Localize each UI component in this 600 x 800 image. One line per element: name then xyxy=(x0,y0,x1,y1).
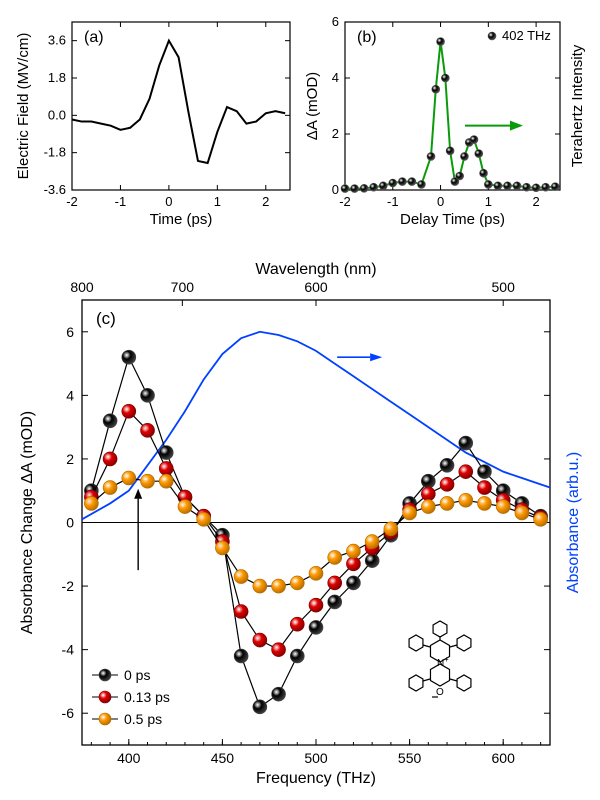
figure-svg: -2 -1 0 1 2 -3.6 -1.8 0.0 1.8 3.6 Time (ps) Electri… xyxy=(10,10,590,790)
svg-text:Delay Time (ps): Delay Time (ps) xyxy=(400,211,505,228)
svg-text:-4: -4 xyxy=(62,642,75,658)
svg-text:-3.6: -3.6 xyxy=(44,182,66,197)
svg-text:700: 700 xyxy=(171,279,195,295)
svg-text:0 ps: 0 ps xyxy=(124,667,150,683)
svg-text:500: 500 xyxy=(492,279,516,295)
svg-text:2: 2 xyxy=(66,451,74,467)
svg-text:600: 600 xyxy=(492,750,516,766)
svg-text:600: 600 xyxy=(304,279,328,295)
svg-text:Absorbance Change ΔA (mOD): Absorbance Change ΔA (mOD) xyxy=(19,411,36,634)
svg-text:-1: -1 xyxy=(387,194,399,209)
svg-text:-1: -1 xyxy=(115,194,127,209)
svg-text:500: 500 xyxy=(304,750,328,766)
svg-text:0.5 ps: 0.5 ps xyxy=(124,711,162,727)
svg-text:-2: -2 xyxy=(62,578,75,594)
svg-text:400: 400 xyxy=(117,750,141,766)
svg-text:0: 0 xyxy=(437,194,444,209)
svg-text:Frequency (THz): Frequency (THz) xyxy=(256,770,376,787)
svg-text:4: 4 xyxy=(332,70,339,85)
panel-b-legend: 402 THz xyxy=(502,28,551,43)
svg-text:0.0: 0.0 xyxy=(48,107,66,122)
svg-text:550: 550 xyxy=(398,750,422,766)
svg-text:-1.8: -1.8 xyxy=(44,145,66,160)
svg-text:2: 2 xyxy=(262,194,269,209)
molecule-inset: N+O xyxy=(409,621,471,698)
svg-text:ΔA (mOD): ΔA (mOD) xyxy=(304,72,321,140)
panel-a-xlabel: Time (ps) xyxy=(150,211,213,228)
svg-text:800: 800 xyxy=(70,279,94,295)
svg-text:0: 0 xyxy=(165,194,172,209)
panel-a-ylabel: Electric Field (MV/cm) xyxy=(15,33,32,180)
svg-text:1: 1 xyxy=(485,194,492,209)
svg-text:O: O xyxy=(436,687,444,698)
svg-text:Absorbance (arb.u.): Absorbance (arb.u.) xyxy=(565,452,582,593)
svg-text:Terahertz Intensity: Terahertz Intensity xyxy=(569,44,586,167)
svg-text:6: 6 xyxy=(332,14,339,29)
svg-text:Wavelength (nm): Wavelength (nm) xyxy=(255,261,376,278)
svg-text:6: 6 xyxy=(66,324,74,340)
svg-text:4: 4 xyxy=(66,387,74,403)
svg-text:-2: -2 xyxy=(339,194,351,209)
svg-text:1: 1 xyxy=(214,194,221,209)
svg-text:450: 450 xyxy=(211,750,235,766)
svg-text:(c): (c) xyxy=(96,309,116,328)
svg-text:(b): (b) xyxy=(357,29,377,46)
svg-text:+: + xyxy=(444,655,449,664)
svg-text:2: 2 xyxy=(332,126,339,141)
svg-text:2: 2 xyxy=(532,194,539,209)
svg-text:0: 0 xyxy=(66,515,74,531)
svg-text:-6: -6 xyxy=(62,705,75,721)
panel-a-label: (a) xyxy=(84,29,104,46)
svg-text:0: 0 xyxy=(332,182,339,197)
svg-text:-2: -2 xyxy=(66,194,78,209)
svg-text:3.6: 3.6 xyxy=(48,33,66,48)
figure-container: -2 -1 0 1 2 -3.6 -1.8 0.0 1.8 3.6 Time (ps) Electri… xyxy=(10,10,590,790)
svg-text:1.8: 1.8 xyxy=(48,70,66,85)
svg-text:0.13 ps: 0.13 ps xyxy=(124,689,170,705)
